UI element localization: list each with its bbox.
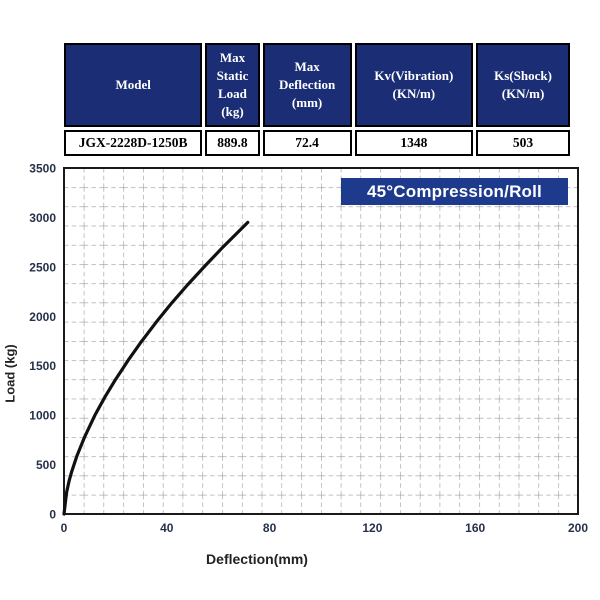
y-tick-label: 2000 — [29, 310, 56, 324]
y-tick-label: 0 — [49, 508, 56, 522]
plot-grid — [64, 168, 578, 514]
x-tick-label: 200 — [568, 521, 588, 535]
spec-table: Model Max Static Load (kg) Max Deflectio… — [61, 40, 573, 159]
y-tick-label: 1000 — [29, 409, 56, 423]
col-header-ks-shock: Ks(Shock) (KN/m) — [476, 43, 570, 127]
x-tick-label: 0 — [61, 521, 68, 535]
x-tick-label: 80 — [263, 521, 277, 535]
spec-value-model: JGX-2228D-1250B — [64, 130, 203, 156]
col-header-model: Model — [64, 43, 203, 127]
spec-value-max-deflection: 72.4 — [262, 130, 352, 156]
y-tick-label: 3500 — [29, 162, 56, 176]
spec-value-kv-vibration: 1348 — [354, 130, 474, 156]
y-tick-label: 1500 — [29, 359, 56, 373]
load-deflection-chart: 0 40 80 120 160 200 0 500 1000 1500 2000 2500 3000 35… — [0, 160, 600, 600]
spec-table-data-row: JGX-2228D-1250B 889.8 72.4 1348 503 — [64, 130, 570, 156]
y-tick-label: 3000 — [29, 211, 56, 225]
col-header-kv-vibration: Kv(Vibration) (KN/m) — [354, 43, 474, 127]
plot-frame — [63, 167, 579, 515]
x-tick-label: 160 — [465, 521, 485, 535]
x-axis-title: Deflection(mm) — [206, 551, 308, 567]
spec-value-max-static-load: 889.8 — [205, 130, 260, 156]
annotation-badge: 45°Compression/Roll — [341, 178, 568, 205]
x-tick-label: 40 — [160, 521, 174, 535]
col-header-max-deflection: Max Deflection (mm) — [262, 43, 352, 127]
col-header-max-static-load: Max Static Load (kg) — [205, 43, 260, 127]
y-tick-label: 500 — [36, 458, 56, 472]
spec-value-ks-shock: 503 — [476, 130, 570, 156]
spec-table-header-row: Model Max Static Load (kg) Max Deflectio… — [64, 43, 570, 127]
y-axis-title: Load (kg) — [2, 344, 18, 403]
x-tick-label: 120 — [362, 521, 382, 535]
y-tick-label: 2500 — [29, 260, 56, 274]
chart-plot: 0 40 80 120 160 20005001000150020002500300035… — [29, 162, 588, 536]
load-deflection-curve — [62, 220, 250, 516]
